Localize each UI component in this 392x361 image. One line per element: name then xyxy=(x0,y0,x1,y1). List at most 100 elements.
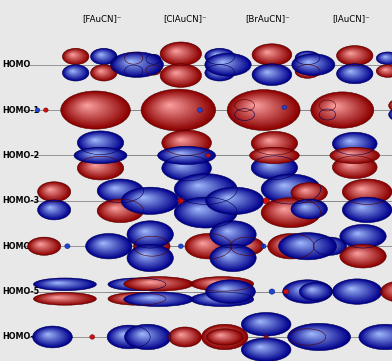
Ellipse shape xyxy=(261,136,281,147)
Ellipse shape xyxy=(295,201,321,216)
Ellipse shape xyxy=(40,201,67,218)
Ellipse shape xyxy=(100,70,102,72)
Ellipse shape xyxy=(56,297,59,298)
Ellipse shape xyxy=(183,202,222,221)
Ellipse shape xyxy=(293,331,319,342)
Ellipse shape xyxy=(81,149,116,160)
Ellipse shape xyxy=(183,178,222,197)
Ellipse shape xyxy=(260,68,279,79)
Ellipse shape xyxy=(167,149,200,160)
Ellipse shape xyxy=(348,70,353,73)
Ellipse shape xyxy=(64,49,87,64)
Ellipse shape xyxy=(65,50,85,62)
Ellipse shape xyxy=(288,282,324,299)
Ellipse shape xyxy=(191,277,254,291)
Ellipse shape xyxy=(320,100,334,110)
Ellipse shape xyxy=(46,205,57,212)
Ellipse shape xyxy=(205,326,243,347)
Ellipse shape xyxy=(218,226,242,239)
Ellipse shape xyxy=(92,164,100,168)
Ellipse shape xyxy=(94,51,111,61)
Ellipse shape xyxy=(65,66,85,79)
Ellipse shape xyxy=(78,157,122,179)
Ellipse shape xyxy=(130,69,133,71)
Ellipse shape xyxy=(322,102,331,108)
Ellipse shape xyxy=(343,179,390,204)
Ellipse shape xyxy=(365,327,392,345)
Ellipse shape xyxy=(237,101,250,109)
Ellipse shape xyxy=(240,112,245,115)
Ellipse shape xyxy=(298,52,316,62)
Ellipse shape xyxy=(176,152,185,155)
Ellipse shape xyxy=(127,221,173,248)
Ellipse shape xyxy=(113,279,158,289)
Ellipse shape xyxy=(72,54,73,55)
Ellipse shape xyxy=(212,69,223,75)
Ellipse shape xyxy=(263,70,274,76)
Ellipse shape xyxy=(138,227,156,238)
Ellipse shape xyxy=(238,241,251,248)
Ellipse shape xyxy=(41,202,65,216)
Ellipse shape xyxy=(261,151,280,157)
Ellipse shape xyxy=(33,292,96,305)
Ellipse shape xyxy=(333,148,374,162)
Ellipse shape xyxy=(84,150,111,158)
Ellipse shape xyxy=(381,67,392,73)
Ellipse shape xyxy=(138,239,162,252)
Ellipse shape xyxy=(355,232,360,235)
Ellipse shape xyxy=(242,338,289,361)
Ellipse shape xyxy=(142,229,149,234)
Ellipse shape xyxy=(350,288,353,289)
Ellipse shape xyxy=(125,53,142,64)
Ellipse shape xyxy=(177,332,188,339)
Ellipse shape xyxy=(173,330,194,342)
Ellipse shape xyxy=(45,295,77,301)
Ellipse shape xyxy=(347,70,355,74)
Ellipse shape xyxy=(217,334,225,337)
Ellipse shape xyxy=(289,238,318,251)
Ellipse shape xyxy=(56,282,59,283)
Ellipse shape xyxy=(129,191,167,209)
Ellipse shape xyxy=(40,279,85,288)
Ellipse shape xyxy=(223,195,236,201)
Ellipse shape xyxy=(42,203,63,215)
Ellipse shape xyxy=(211,68,225,76)
Ellipse shape xyxy=(374,332,386,337)
Ellipse shape xyxy=(350,230,368,239)
Ellipse shape xyxy=(188,235,227,256)
Ellipse shape xyxy=(88,152,103,156)
Ellipse shape xyxy=(239,242,250,248)
Ellipse shape xyxy=(347,163,354,167)
Ellipse shape xyxy=(253,132,294,153)
Ellipse shape xyxy=(391,286,392,293)
Ellipse shape xyxy=(121,295,144,300)
Ellipse shape xyxy=(44,108,48,112)
Ellipse shape xyxy=(64,49,86,63)
Ellipse shape xyxy=(91,65,116,81)
Ellipse shape xyxy=(97,240,113,248)
Text: [FAuCN]⁻: [FAuCN]⁻ xyxy=(82,14,122,23)
Ellipse shape xyxy=(263,152,277,156)
Ellipse shape xyxy=(387,284,392,297)
Ellipse shape xyxy=(220,61,225,64)
Ellipse shape xyxy=(341,66,365,79)
Ellipse shape xyxy=(94,139,96,140)
Ellipse shape xyxy=(245,340,284,358)
Ellipse shape xyxy=(302,59,318,67)
Text: HOMO: HOMO xyxy=(2,60,30,69)
Ellipse shape xyxy=(129,326,165,346)
Ellipse shape xyxy=(173,151,189,156)
Ellipse shape xyxy=(131,293,181,304)
Ellipse shape xyxy=(328,102,345,112)
Ellipse shape xyxy=(214,58,235,68)
Ellipse shape xyxy=(322,242,332,247)
Ellipse shape xyxy=(79,132,120,153)
Ellipse shape xyxy=(83,134,114,149)
Ellipse shape xyxy=(180,334,182,335)
Ellipse shape xyxy=(301,188,311,193)
Ellipse shape xyxy=(377,52,392,64)
Ellipse shape xyxy=(341,160,363,171)
Ellipse shape xyxy=(359,187,365,190)
Ellipse shape xyxy=(176,174,235,203)
Ellipse shape xyxy=(125,59,140,66)
